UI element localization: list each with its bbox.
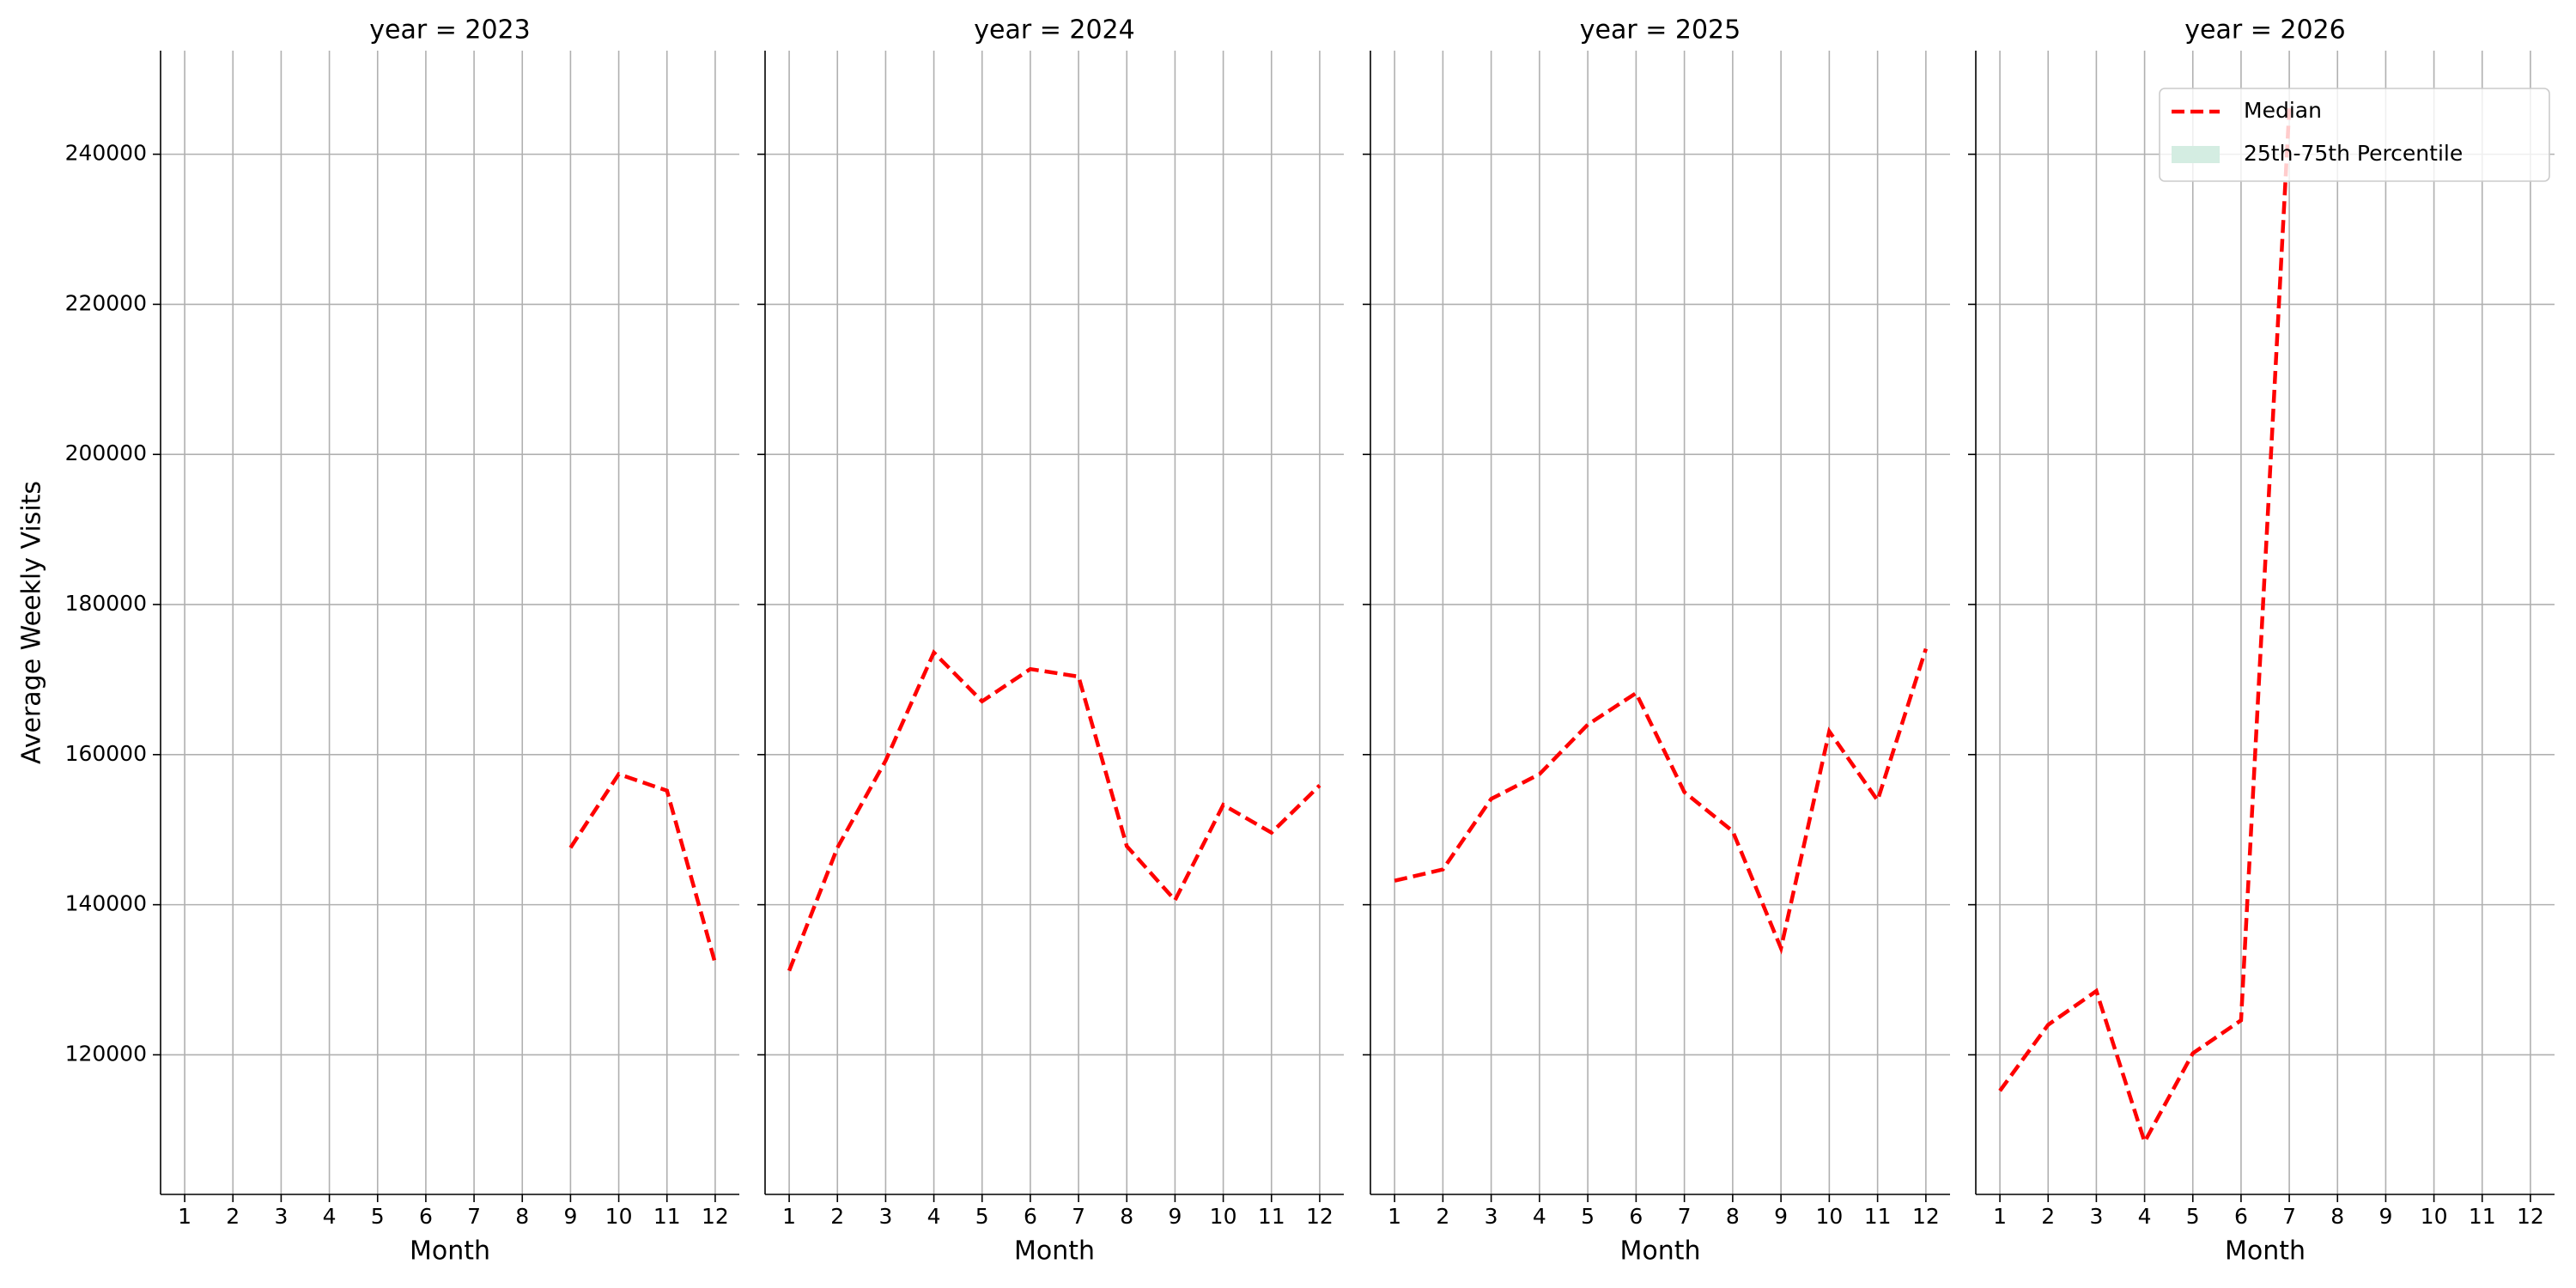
x-axis-label: Month <box>1619 1236 1700 1267</box>
x-tick-label: 9 <box>2379 1204 2392 1229</box>
x-axis-label: Month <box>410 1236 490 1267</box>
x-tick-label: 9 <box>563 1204 577 1229</box>
median-line <box>1394 647 1929 955</box>
x-tick-label: 7 <box>467 1204 481 1229</box>
x-tick-label: 11 <box>1258 1204 1285 1229</box>
x-tick-label: 10 <box>605 1204 633 1229</box>
x-tick-label: 12 <box>1912 1204 1940 1229</box>
x-tick-label: 1 <box>178 1204 191 1229</box>
x-tick-label: 7 <box>1072 1204 1085 1229</box>
x-tick-label: 6 <box>1024 1204 1037 1229</box>
x-tick-label: 2 <box>2041 1204 2055 1229</box>
x-tick-label: 3 <box>274 1204 288 1229</box>
x-tick-label: 7 <box>2282 1204 2296 1229</box>
median-line <box>568 771 718 964</box>
x-tick-label: 4 <box>1533 1204 1546 1229</box>
legend-label: 25th-75th Percentile <box>2244 141 2463 166</box>
x-tick-label: 5 <box>975 1204 989 1229</box>
x-tick-label: 8 <box>1120 1204 1133 1229</box>
legend-label: Median <box>2244 98 2322 123</box>
x-tick-label: 4 <box>2138 1204 2152 1229</box>
y-axis-label: Average Weekly Visits <box>17 481 47 764</box>
x-tick-label: 11 <box>2469 1204 2496 1229</box>
x-tick-label: 11 <box>653 1204 681 1229</box>
x-tick-label: 11 <box>1864 1204 1892 1229</box>
x-tick-label: 9 <box>1168 1204 1182 1229</box>
x-tick-label: 8 <box>2330 1204 2344 1229</box>
x-tick-label: 3 <box>2089 1204 2103 1229</box>
x-tick-label: 1 <box>782 1204 796 1229</box>
y-tick-label: 240000 <box>65 141 147 166</box>
x-tick-label: 3 <box>878 1204 892 1229</box>
x-axis-label: Month <box>1014 1236 1095 1267</box>
x-tick-label: 12 <box>702 1204 729 1229</box>
x-tick-label: 5 <box>1581 1204 1595 1229</box>
y-tick-label: 200000 <box>65 440 147 465</box>
x-tick-label: 4 <box>323 1204 337 1229</box>
y-tick-label: 140000 <box>65 891 147 916</box>
x-tick-label: 12 <box>1306 1204 1334 1229</box>
x-tick-label: 7 <box>1678 1204 1692 1229</box>
legend-box <box>2159 88 2550 182</box>
x-tick-label: 12 <box>2517 1204 2544 1229</box>
x-tick-label: 6 <box>419 1204 433 1229</box>
x-tick-label: 10 <box>1815 1204 1843 1229</box>
x-tick-label: 10 <box>2421 1204 2448 1229</box>
legend-patch <box>2172 146 2220 163</box>
x-tick-label: 1 <box>1993 1204 2007 1229</box>
median-line <box>1998 108 2292 1147</box>
x-tick-label: 8 <box>1726 1204 1740 1229</box>
x-tick-label: 8 <box>515 1204 529 1229</box>
x-tick-label: 10 <box>1210 1204 1237 1229</box>
x-tick-label: 5 <box>371 1204 385 1229</box>
y-tick-label: 160000 <box>65 741 147 766</box>
x-tick-label: 4 <box>927 1204 941 1229</box>
x-tick-label: 2 <box>1436 1204 1449 1229</box>
x-tick-label: 6 <box>2234 1204 2248 1229</box>
x-axis-label: Month <box>2225 1236 2306 1267</box>
panel-title: year = 2025 <box>1580 15 1741 46</box>
x-tick-label: 1 <box>1388 1204 1401 1229</box>
panel-title: year = 2026 <box>2184 15 2346 46</box>
x-tick-label: 2 <box>226 1204 240 1229</box>
x-tick-label: 2 <box>830 1204 844 1229</box>
median-line <box>787 649 1321 972</box>
x-tick-label: 6 <box>1629 1204 1643 1229</box>
y-tick-label: 220000 <box>65 290 147 315</box>
x-tick-label: 9 <box>1774 1204 1788 1229</box>
x-tick-label: 3 <box>1485 1204 1498 1229</box>
x-tick-label: 5 <box>2186 1204 2200 1229</box>
panel-title: year = 2023 <box>369 15 531 46</box>
panel-title: year = 2024 <box>974 15 1135 46</box>
y-tick-label: 180000 <box>65 591 147 616</box>
y-tick-label: 120000 <box>65 1041 147 1066</box>
